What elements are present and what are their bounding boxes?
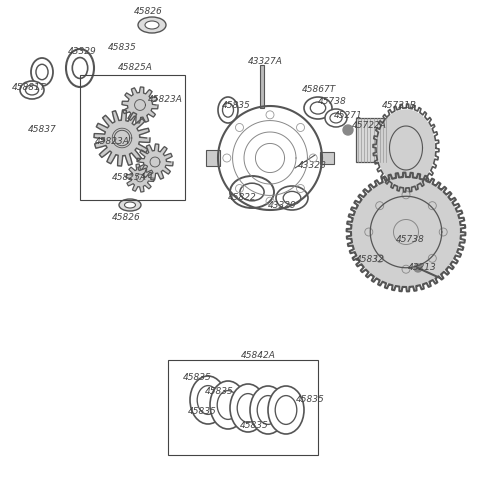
Text: 43329: 43329	[268, 200, 297, 209]
Ellipse shape	[217, 390, 239, 420]
Text: 45835: 45835	[205, 388, 234, 396]
Ellipse shape	[20, 81, 44, 99]
Ellipse shape	[257, 396, 279, 424]
Ellipse shape	[268, 386, 304, 434]
Text: 45271: 45271	[334, 110, 363, 120]
Text: 45825A: 45825A	[118, 64, 153, 72]
Text: 45835: 45835	[108, 42, 137, 51]
Text: 43213: 43213	[408, 264, 437, 272]
Ellipse shape	[31, 58, 53, 86]
Bar	[320, 152, 334, 164]
Text: 45738: 45738	[318, 98, 347, 106]
Ellipse shape	[119, 199, 141, 211]
Ellipse shape	[330, 113, 342, 123]
Text: 43329: 43329	[68, 48, 97, 56]
Bar	[168, 360, 318, 455]
Text: 45826: 45826	[133, 8, 162, 16]
Ellipse shape	[36, 64, 48, 80]
Ellipse shape	[310, 102, 326, 114]
Ellipse shape	[250, 386, 286, 434]
Ellipse shape	[72, 58, 88, 78]
Bar	[356, 118, 388, 162]
Text: 45867T: 45867T	[302, 86, 336, 94]
Polygon shape	[352, 178, 460, 286]
Text: 45722A: 45722A	[352, 120, 387, 130]
Text: 45835: 45835	[240, 420, 269, 430]
Ellipse shape	[304, 97, 332, 119]
Circle shape	[343, 125, 353, 135]
Ellipse shape	[197, 386, 219, 414]
Text: 45832: 45832	[356, 256, 385, 264]
Ellipse shape	[218, 97, 238, 123]
Text: 45738: 45738	[396, 236, 425, 244]
Ellipse shape	[138, 17, 166, 33]
Text: 45881T: 45881T	[12, 84, 46, 92]
Text: 43327A: 43327A	[248, 58, 283, 66]
Text: 45835: 45835	[296, 396, 325, 404]
Bar	[206, 150, 220, 166]
Polygon shape	[137, 144, 173, 180]
Ellipse shape	[25, 85, 38, 95]
Ellipse shape	[283, 192, 301, 204]
Text: 45835: 45835	[188, 408, 217, 416]
Ellipse shape	[275, 396, 297, 424]
Bar	[80, 75, 185, 200]
Ellipse shape	[237, 394, 259, 422]
Text: 45825A: 45825A	[112, 174, 147, 182]
Ellipse shape	[124, 202, 135, 208]
Text: 45835: 45835	[222, 100, 251, 110]
Polygon shape	[122, 87, 158, 123]
Ellipse shape	[230, 384, 266, 432]
Ellipse shape	[210, 381, 246, 429]
Ellipse shape	[416, 212, 444, 232]
Ellipse shape	[240, 183, 264, 201]
Polygon shape	[126, 164, 154, 192]
Text: 43328: 43328	[298, 160, 327, 170]
Text: 45721B: 45721B	[382, 100, 417, 110]
Ellipse shape	[190, 376, 226, 424]
Text: 45823A: 45823A	[148, 96, 183, 104]
Ellipse shape	[66, 49, 94, 87]
Text: 45826: 45826	[112, 214, 141, 222]
Text: 45842A: 45842A	[240, 350, 276, 360]
Text: 45822: 45822	[228, 194, 257, 202]
Polygon shape	[94, 110, 150, 166]
Bar	[260, 65, 264, 108]
Ellipse shape	[145, 21, 159, 29]
Text: 45823A: 45823A	[95, 138, 130, 146]
Ellipse shape	[422, 216, 438, 228]
Ellipse shape	[230, 176, 274, 208]
Circle shape	[414, 264, 422, 272]
Polygon shape	[377, 110, 434, 186]
Text: 45835: 45835	[183, 374, 212, 382]
Ellipse shape	[325, 109, 347, 127]
Text: 45837: 45837	[28, 126, 57, 134]
Ellipse shape	[223, 103, 233, 117]
Ellipse shape	[276, 186, 308, 210]
